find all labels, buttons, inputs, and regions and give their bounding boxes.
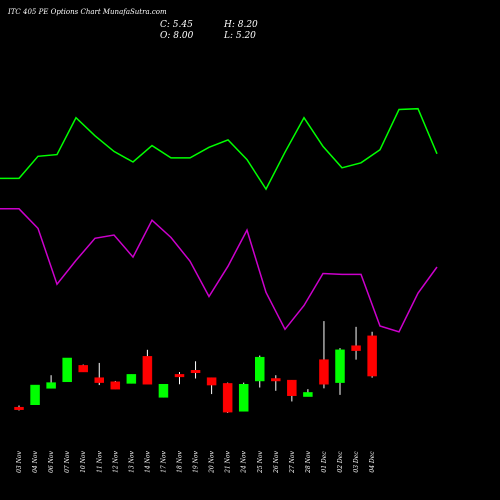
candle-body-up <box>255 356 265 382</box>
low-value: L: 5.20 <box>224 31 256 41</box>
candle-body-down <box>190 370 201 374</box>
x-tick-label: 19 Nov <box>193 450 200 472</box>
candle-body-up <box>62 357 72 383</box>
x-tick-label: 24 Nov <box>241 450 248 473</box>
candle <box>319 321 329 389</box>
candle <box>62 357 72 383</box>
candle <box>110 380 121 390</box>
x-tick-label: 11 Nov <box>96 450 103 472</box>
indicator-lines <box>0 107 438 333</box>
candle-body-up <box>158 383 169 398</box>
x-tick-label: 20 Nov <box>209 450 216 473</box>
candle <box>190 361 201 379</box>
candle-body-up <box>46 382 56 389</box>
candle <box>78 364 88 373</box>
candle-body-down <box>367 335 377 377</box>
candles <box>14 321 377 413</box>
x-tick-label: 04 Dec <box>369 451 376 473</box>
candle-body-down <box>319 359 329 385</box>
x-axis-labels: 03 Nov 04 Nov 06 Nov 07 Nov 10 Nov 11 Nov 12 N… <box>16 450 376 473</box>
candle <box>126 374 137 384</box>
candle <box>14 405 24 411</box>
candle-body-down <box>142 356 153 385</box>
candle <box>94 362 104 386</box>
candle-body-up <box>303 392 313 397</box>
x-tick-label: 12 Nov <box>112 450 119 472</box>
upper-indicator-line <box>0 107 438 191</box>
candle <box>367 331 377 378</box>
x-tick-label: 26 Nov <box>273 450 280 473</box>
candle <box>335 348 345 395</box>
x-tick-label: 27 Nov <box>289 450 296 473</box>
candle-body-down <box>287 379 297 396</box>
candle-body-down <box>206 377 217 386</box>
candle <box>303 389 313 397</box>
x-tick-label: 10 Nov <box>80 450 87 472</box>
candle <box>206 377 217 395</box>
x-tick-label: 07 Nov <box>64 450 71 472</box>
candle-body-up <box>30 384 40 405</box>
candle <box>30 384 40 405</box>
candle <box>142 349 153 385</box>
candle-body-up <box>126 374 137 384</box>
chart-title: ITC 405 PE Options Chart MunafaSutra.com <box>8 8 167 16</box>
x-tick-label: 02 Dec <box>337 451 344 473</box>
candle-body-up <box>238 383 249 412</box>
candle-body-down <box>14 406 24 410</box>
candle <box>351 326 361 360</box>
candle <box>287 379 297 402</box>
candle-body-down <box>94 377 104 383</box>
x-tick-label: 03 Dec <box>353 451 360 473</box>
candle <box>46 375 56 389</box>
x-tick-label: 21 Nov <box>225 450 232 473</box>
lower-indicator-line <box>0 208 438 333</box>
candle <box>271 375 281 391</box>
high-value: H: 8.20 <box>224 20 258 30</box>
candle-body-down <box>271 378 281 382</box>
candle-body-down <box>351 345 361 351</box>
x-tick-label: 06 Nov <box>48 450 55 472</box>
candle-body-up <box>335 349 345 383</box>
x-tick-label: 17 Nov <box>160 450 167 472</box>
close-value: C: 5.45 <box>160 20 193 30</box>
candle-body-down <box>222 383 233 413</box>
candle <box>255 355 265 388</box>
candle <box>222 382 233 413</box>
open-value: O: 8.00 <box>160 31 194 41</box>
candle-body-down <box>78 365 88 373</box>
candle <box>238 382 249 412</box>
candle-body-down <box>110 381 121 390</box>
x-tick-label: 25 Nov <box>257 450 264 473</box>
candle <box>158 383 169 398</box>
candle <box>174 371 185 385</box>
x-tick-label: 01 Dec <box>321 451 328 473</box>
x-tick-label: 14 Nov <box>144 450 151 472</box>
candle-body-down <box>174 374 185 378</box>
x-tick-label: 04 Nov <box>32 450 39 472</box>
x-tick-label: 13 Nov <box>128 450 135 472</box>
x-tick-label: 18 Nov <box>177 450 184 472</box>
x-tick-label: 03 Nov <box>16 450 23 472</box>
x-tick-label: 28 Nov <box>305 450 312 473</box>
